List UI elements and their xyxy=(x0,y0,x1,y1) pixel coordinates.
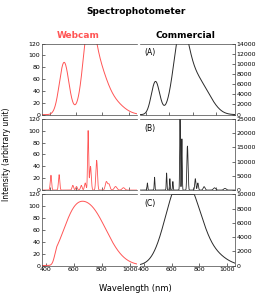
Text: (A): (A) xyxy=(144,49,155,58)
Text: Spectrophotometer: Spectrophotometer xyxy=(86,8,186,16)
Text: Intensity (arbitrary unit): Intensity (arbitrary unit) xyxy=(2,108,11,201)
Text: Webcam: Webcam xyxy=(56,32,100,40)
Text: (C): (C) xyxy=(144,199,155,208)
Text: (B): (B) xyxy=(144,124,155,133)
Text: Wavelength (nm): Wavelength (nm) xyxy=(100,284,172,293)
Text: Commercial: Commercial xyxy=(156,32,215,40)
